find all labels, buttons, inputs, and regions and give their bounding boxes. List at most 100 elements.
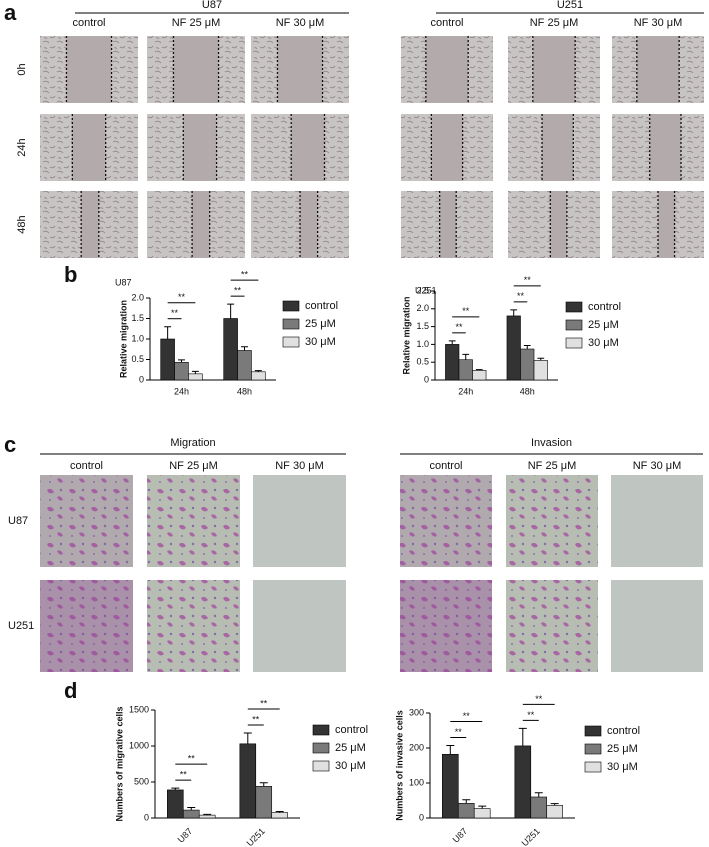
- error-bar: [537, 357, 545, 361]
- bar: [514, 745, 532, 819]
- stain-overlay: [400, 580, 492, 672]
- x-tick-label: U251: [520, 826, 542, 847]
- error-bar: [462, 353, 470, 360]
- y-tick-label: 0: [419, 812, 424, 822]
- y-tick-label: 0: [139, 374, 144, 384]
- significance-label: **: [241, 270, 249, 280]
- error-bar: [534, 792, 543, 797]
- column-label: NF 30 μM: [276, 17, 325, 29]
- transwell-image: [506, 580, 598, 672]
- group-title: Invasion: [531, 437, 572, 449]
- y-tick-label: 1.0: [131, 333, 144, 343]
- group-title: Migration: [170, 437, 215, 449]
- x-tick-label: 24h: [458, 386, 473, 396]
- error-bar: [550, 803, 559, 806]
- column-label: control: [72, 17, 105, 29]
- y-tick-label: 0.5: [416, 357, 429, 367]
- legend-swatch: [584, 761, 602, 773]
- wound-gap: [542, 114, 574, 181]
- bar: [472, 370, 487, 381]
- error-bar: [243, 732, 252, 744]
- chart-title: U251: [415, 285, 437, 295]
- legend-label: 30 μM: [588, 337, 619, 349]
- bar: [237, 350, 252, 381]
- error-bar: [241, 346, 248, 351]
- x-tick-label: 48h: [237, 386, 252, 396]
- legend-swatch: [312, 742, 330, 754]
- significance-label: **: [462, 306, 470, 316]
- transwell-image: [253, 475, 346, 567]
- column-label: NF 30 μM: [634, 17, 683, 29]
- column-label: NF 30 μM: [275, 460, 324, 472]
- panel-label: d: [64, 678, 77, 703]
- y-tick-label: 100: [409, 777, 424, 787]
- error-bar: [178, 359, 185, 363]
- error-bar: [510, 309, 518, 316]
- row-label: 48h: [16, 215, 28, 233]
- legend-swatch: [312, 760, 330, 772]
- y-tick-label: 2.0: [416, 303, 429, 313]
- legend-swatch: [282, 336, 300, 348]
- significance-label: **: [517, 291, 525, 301]
- bar: [160, 338, 175, 381]
- legend-swatch: [584, 725, 602, 737]
- column-label: control: [430, 17, 463, 29]
- transwell-image: [506, 475, 598, 567]
- wound-gap: [291, 114, 325, 181]
- panel-label: b: [64, 262, 77, 287]
- wound-gap: [81, 191, 99, 258]
- column-label: NF 25 μM: [172, 17, 221, 29]
- legend-label: 25 μM: [335, 742, 366, 754]
- transwell-image: [253, 580, 346, 672]
- wound-gap: [192, 191, 210, 258]
- legend-swatch: [312, 724, 330, 736]
- stain-overlay: [400, 475, 492, 567]
- bar: [533, 360, 548, 381]
- legend-swatch: [282, 300, 300, 312]
- error-bar: [171, 787, 180, 790]
- y-axis-label: Relative migration: [401, 296, 411, 374]
- wound-gap: [277, 36, 323, 103]
- bar: [445, 344, 460, 381]
- error-bar: [191, 370, 199, 374]
- row-label: 0h: [16, 63, 28, 75]
- error-bar: [446, 745, 455, 755]
- significance-label: **: [524, 275, 532, 285]
- bar: [442, 753, 459, 819]
- bar: [251, 371, 266, 381]
- wound-gap: [72, 114, 106, 181]
- x-tick-label: 48h: [520, 386, 535, 396]
- bar: [546, 805, 563, 819]
- wound-gap: [658, 191, 675, 258]
- legend-label: 30 μM: [607, 761, 638, 773]
- y-tick-label: 1.5: [131, 313, 144, 323]
- transwell-image: [611, 580, 703, 672]
- legend-label: control: [305, 300, 338, 312]
- bar: [506, 315, 521, 381]
- significance-label: **: [455, 727, 463, 737]
- wound-gap: [425, 36, 469, 103]
- bar: [167, 789, 184, 819]
- significance-label: **: [188, 753, 196, 763]
- stain-overlay: [40, 475, 133, 567]
- error-bar: [478, 805, 487, 809]
- significance-label: **: [455, 322, 463, 332]
- bar: [271, 812, 288, 819]
- legend-label: 25 μM: [607, 743, 638, 755]
- y-tick-label: 0: [144, 812, 149, 822]
- wound-gap: [550, 191, 567, 258]
- legend-label: 25 μM: [305, 318, 336, 330]
- y-tick-label: 2.5: [416, 285, 429, 295]
- legend-swatch: [565, 301, 583, 313]
- legend-label: control: [588, 301, 621, 313]
- group-title: U251: [557, 0, 583, 11]
- chart-title: U87: [115, 277, 132, 287]
- y-tick-label: 300: [409, 707, 424, 717]
- y-tick-label: 0.5: [131, 354, 144, 364]
- panel-label: c: [4, 432, 16, 457]
- significance-label: **: [234, 286, 242, 296]
- legend-swatch: [565, 337, 583, 349]
- transwell-image: [611, 475, 703, 567]
- wound-gap: [431, 114, 463, 181]
